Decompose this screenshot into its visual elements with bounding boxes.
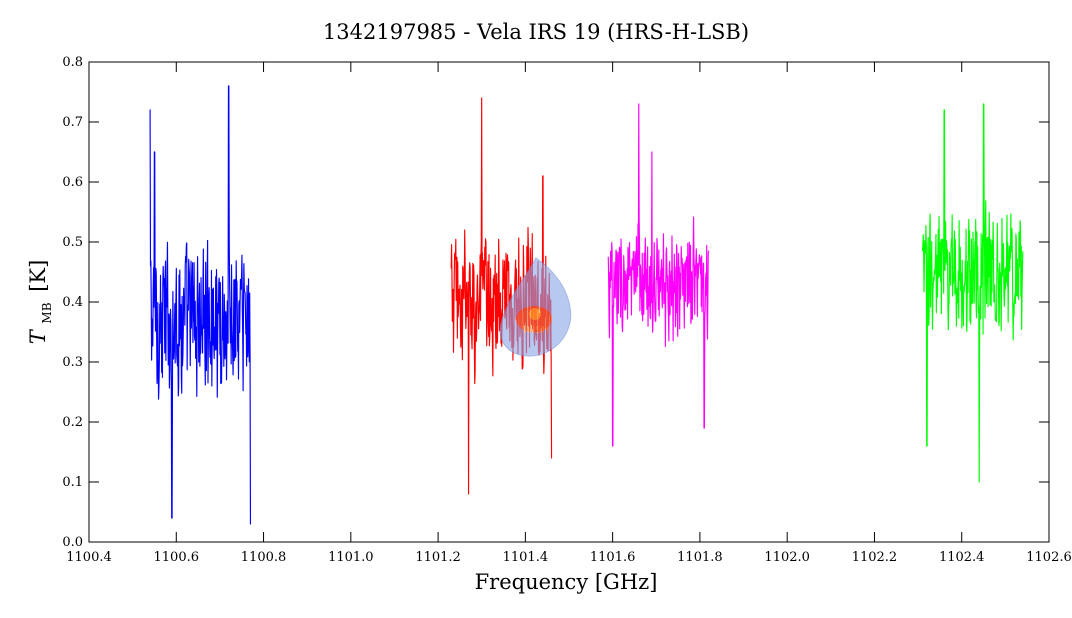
watermark-core [529,308,541,320]
x-tick-label-8: 1102.0 [764,550,810,565]
x-axis-ticks: 1100.4 1100.6 1100.8 1101.0 1101.2 1101.4 1101… [66,62,1072,565]
watermark-text: WISH [523,325,550,336]
watermark-logo: WISH [499,257,572,357]
x-tick-label-11: 1102.6 [1026,550,1072,565]
x-tick-label-1: 1100.6 [154,550,200,565]
y-tick-label-1: 0.1 [62,475,83,490]
chart-title: 1342197985 - Vela IRS 19 (HRS-H-LSB) [323,20,749,44]
x-tick-label-5: 1101.4 [503,550,549,565]
y-axis-label-main: T [26,328,50,344]
y-tick-label-0: 0.0 [62,535,83,550]
x-tick-label-2: 1100.8 [241,550,287,565]
y-tick-label-2: 0.2 [62,415,83,430]
y-tick-label-4: 0.4 [62,295,83,310]
y-tick-label-3: 0.3 [62,355,83,370]
y-tick-label-7: 0.7 [62,115,83,130]
x-tick-label-9: 1102.2 [852,550,898,565]
x-tick-label-10: 1102.4 [939,550,985,565]
series-layer [149,85,1024,525]
x-tick-label-4: 1101.2 [415,550,461,565]
y-axis-label-unit: [K] [26,260,50,292]
x-tick-label-6: 1101.6 [590,550,636,565]
x-axis-label: Frequency [GHz] [475,570,658,594]
y-tick-label-5: 0.5 [62,235,83,250]
x-tick-label-7: 1101.8 [677,550,723,565]
y-axis-label-subscript: MB [40,302,54,323]
y-tick-label-8: 0.8 [62,55,83,70]
x-tick-label-0: 1100.4 [66,550,112,565]
x-tick-label-3: 1101.0 [328,550,374,565]
series-line-0 [149,85,252,525]
y-axis-label: T MB [K] [26,260,56,345]
plot-frame [88,61,1050,543]
series-line-3 [921,103,1024,483]
y-tick-label-6: 0.6 [62,175,83,190]
series-line-2 [607,103,710,447]
